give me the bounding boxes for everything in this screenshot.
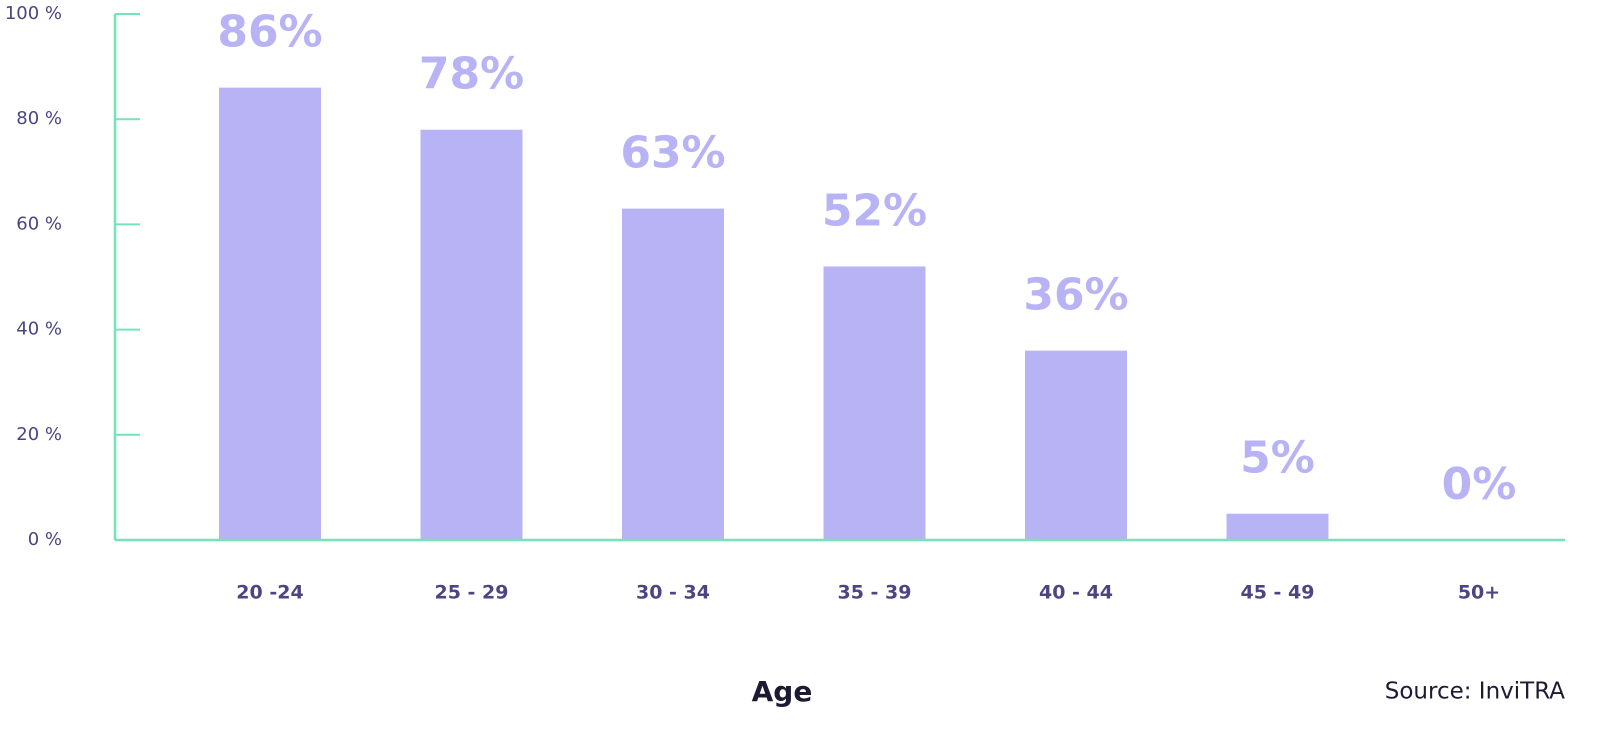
value-label: 63% <box>620 128 725 179</box>
x-tick-label: 40 - 44 <box>1039 582 1113 604</box>
x-tick-label: 35 - 39 <box>838 582 912 604</box>
y-tick-label: 60 % <box>16 213 62 234</box>
bar <box>1226 513 1329 540</box>
value-label: 86% <box>217 7 322 58</box>
x-tick-label: 50+ <box>1458 582 1500 604</box>
value-label: 78% <box>419 49 524 100</box>
x-tick-label: 45 - 49 <box>1241 582 1315 604</box>
bar <box>219 87 321 540</box>
value-label: 52% <box>822 185 927 236</box>
y-tick-label: 20 % <box>16 424 62 445</box>
source-note: Source: InviTRA <box>1385 679 1566 705</box>
bar <box>420 129 523 540</box>
x-tick-label: 20 -24 <box>236 582 303 604</box>
bar <box>823 266 926 540</box>
value-label: 5% <box>1240 433 1315 484</box>
x-tick-label: 25 - 29 <box>435 582 509 604</box>
x-tick-label: 30 - 34 <box>636 582 710 604</box>
y-tick-label: 0 % <box>28 529 62 550</box>
y-tick-label: 80 % <box>16 108 62 129</box>
value-label: 0% <box>1442 459 1517 510</box>
bar <box>1025 350 1127 540</box>
y-tick-label: 40 % <box>16 319 62 340</box>
bar <box>622 208 724 540</box>
x-axis-label: Age <box>752 675 813 708</box>
value-label: 36% <box>1023 270 1128 321</box>
y-tick-label: 100 % <box>5 3 62 24</box>
